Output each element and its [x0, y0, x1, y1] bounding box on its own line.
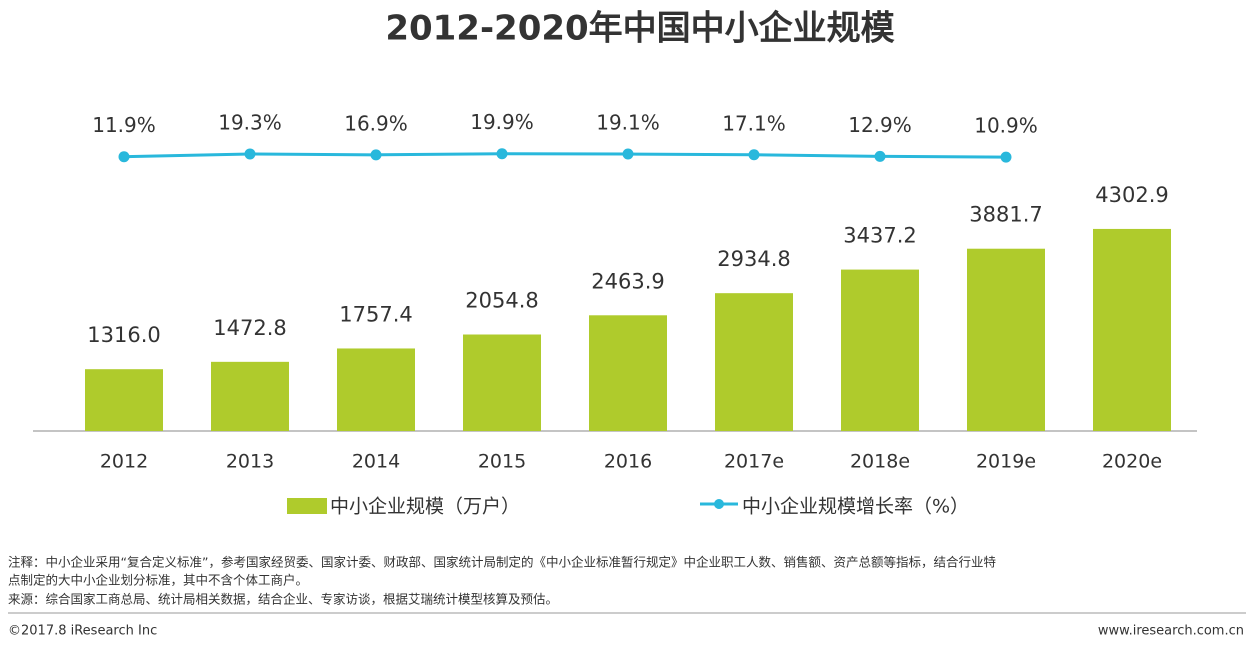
- data-label: 1316.0: [87, 323, 160, 347]
- line-marker: [496, 148, 508, 160]
- data-label: 16.9%: [344, 111, 408, 135]
- data-label: 17.1%: [722, 111, 786, 135]
- bar: [967, 248, 1045, 431]
- x-tick-label: 2018e: [850, 451, 910, 473]
- data-label: 3437.2: [843, 224, 916, 248]
- data-label: 2463.9: [591, 269, 664, 293]
- line-marker: [874, 150, 886, 162]
- bar: [85, 369, 163, 431]
- bar: [1093, 228, 1171, 431]
- footer-left: ©2017.8 iResearch Inc: [8, 624, 157, 639]
- data-label: 19.9%: [470, 110, 534, 134]
- legend-label: 中小企业规模增长率（%）: [742, 496, 969, 518]
- x-tick-label: 2017e: [724, 451, 784, 473]
- line-marker: [118, 151, 130, 163]
- legend-label: 中小企业规模（万户）: [330, 496, 520, 518]
- x-tick-label: 2012: [100, 451, 148, 473]
- line-marker: [622, 148, 634, 160]
- data-label: 2054.8: [465, 289, 538, 313]
- x-tick-label: 2014: [352, 451, 400, 473]
- note: 来源：综合国家工商总局、统计局相关数据，结合企业、专家访谈，根据艾瑞统计模型核算…: [8, 592, 558, 607]
- data-label: 10.9%: [974, 114, 1038, 138]
- chart-title: 2012-2020年中国中小企业规模: [385, 9, 894, 49]
- data-label: 11.9%: [92, 113, 156, 137]
- note: 注释：中小企业采用“复合定义标准”，参考国家经贸委、国家计委、财政部、国家统计局…: [8, 555, 996, 570]
- bar: [211, 361, 289, 431]
- legend-swatch-bar: [287, 498, 327, 514]
- data-label: 12.9%: [848, 113, 912, 137]
- data-label: 1472.8: [213, 316, 286, 340]
- bar: [589, 315, 667, 431]
- line-marker: [748, 149, 760, 161]
- footer-right: www.iresearch.com.cn: [1098, 624, 1244, 639]
- bar: [337, 348, 415, 431]
- data-label: 4302.9: [1095, 183, 1168, 207]
- x-tick-label: 2020e: [1102, 451, 1162, 473]
- data-label: 3881.7: [969, 203, 1042, 227]
- bar: [841, 269, 919, 431]
- bar: [715, 293, 793, 431]
- note: 点制定的大中小企业划分标准，其中不含个体工商户。: [8, 573, 308, 588]
- bar: [463, 334, 541, 431]
- line: [123, 152, 1007, 159]
- line-marker: [1000, 151, 1012, 163]
- data-label: 2934.8: [717, 247, 790, 271]
- x-tick-label: 2016: [604, 451, 652, 473]
- data-label: 1757.4: [339, 302, 412, 326]
- legend-marker: [714, 499, 724, 509]
- x-tick-label: 2013: [226, 451, 274, 473]
- x-tick-label: 2019e: [976, 451, 1036, 473]
- line-marker: [370, 149, 382, 161]
- data-label: 19.1%: [596, 111, 660, 135]
- data-label: 19.3%: [218, 110, 282, 134]
- line-marker: [244, 148, 256, 160]
- x-tick-label: 2015: [478, 451, 526, 473]
